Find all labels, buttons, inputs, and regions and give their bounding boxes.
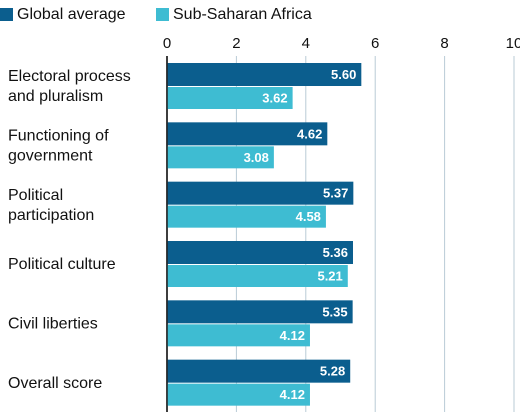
category-label: Political bbox=[8, 187, 63, 204]
legend-swatch bbox=[0, 8, 13, 21]
category-label: Functioning of bbox=[8, 128, 109, 145]
bar bbox=[167, 359, 351, 383]
value-label: 5.36 bbox=[323, 245, 348, 260]
x-tick-label: 10 bbox=[506, 35, 520, 52]
value-label: 5.35 bbox=[322, 304, 347, 319]
bar bbox=[167, 87, 293, 109]
legend-label: Global average bbox=[17, 6, 126, 23]
legend-swatch bbox=[156, 8, 169, 21]
x-tick-label: 8 bbox=[440, 35, 448, 52]
bar bbox=[167, 63, 362, 86]
value-label: 4.62 bbox=[297, 126, 322, 141]
x-tick-label: 2 bbox=[232, 35, 240, 52]
category-label: Political culture bbox=[8, 256, 116, 273]
category-label: Electoral process bbox=[8, 68, 131, 85]
bar bbox=[167, 181, 354, 205]
category-label: Civil liberties bbox=[8, 316, 98, 333]
bar bbox=[167, 324, 310, 347]
value-label: 4.58 bbox=[296, 209, 321, 224]
bar bbox=[167, 265, 348, 287]
bar bbox=[167, 205, 326, 228]
value-label: 5.28 bbox=[320, 364, 345, 379]
value-label: 3.08 bbox=[244, 150, 269, 165]
bar bbox=[167, 300, 353, 324]
x-tick-label: 6 bbox=[371, 35, 379, 52]
category-label: government bbox=[8, 148, 93, 165]
x-tick-label: 4 bbox=[302, 35, 310, 52]
value-label: 3.62 bbox=[262, 90, 287, 105]
legend-label: Sub-Saharan Africa bbox=[173, 6, 312, 23]
bar bbox=[167, 383, 310, 406]
bar bbox=[167, 146, 274, 169]
value-label: 5.60 bbox=[331, 67, 356, 82]
value-label: 4.12 bbox=[280, 387, 305, 402]
value-label: 4.12 bbox=[280, 328, 305, 343]
category-label: participation bbox=[8, 207, 94, 224]
bar bbox=[167, 122, 328, 146]
value-label: 5.21 bbox=[317, 268, 342, 283]
value-label: 5.37 bbox=[323, 186, 348, 201]
bar bbox=[167, 241, 353, 264]
category-label: and pluralism bbox=[8, 88, 103, 105]
x-tick-label: 0 bbox=[163, 35, 171, 52]
category-label: Overall score bbox=[8, 375, 102, 392]
